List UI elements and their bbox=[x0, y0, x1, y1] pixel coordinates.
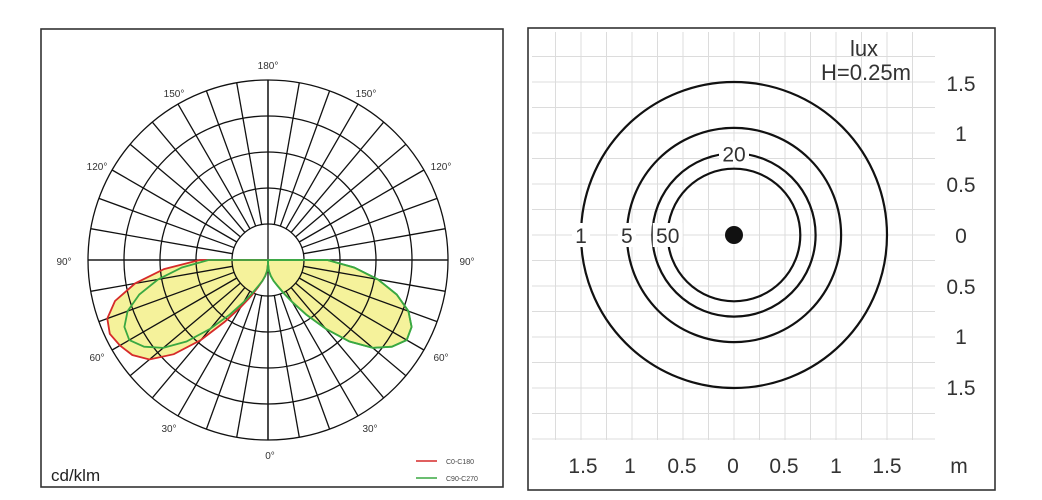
isolux-contours: 1 5 20 50 bbox=[572, 80, 889, 390]
y-tick-label: 1 bbox=[955, 326, 967, 349]
isolux-panel: 1 5 20 50 lux H=0.25m 1.5 1 0.5 0 0.5 1 1.5… bbox=[527, 27, 996, 491]
polar-grid-spoke bbox=[290, 121, 385, 233]
polar-grid-spoke bbox=[151, 287, 246, 399]
y-tick-label: 0 bbox=[955, 225, 967, 248]
polar-grid-spoke bbox=[285, 103, 359, 230]
polar-grid-spoke bbox=[177, 290, 251, 417]
angle-label-30-right: 30° bbox=[362, 424, 377, 435]
isolux-panel-frame bbox=[527, 27, 996, 491]
polar-grid-spoke bbox=[295, 143, 407, 238]
polar-grid-spoke bbox=[205, 90, 257, 227]
x-axis-unit: m bbox=[950, 455, 968, 478]
polar-grid-spoke bbox=[129, 282, 241, 377]
y-tick-label: 1.5 bbox=[946, 73, 975, 96]
polar-grid-spoke bbox=[98, 197, 235, 249]
x-tick-label: 1.5 bbox=[568, 455, 597, 478]
isolux-contour-label: 20 bbox=[722, 143, 745, 166]
series-line-c90-c270-mirror bbox=[267, 259, 413, 349]
isolux-title: lux bbox=[850, 36, 878, 61]
y-tick-label: 0.5 bbox=[946, 174, 975, 197]
polar-unit-label: cd/klm bbox=[51, 466, 100, 485]
polar-grid-spoke bbox=[295, 282, 407, 377]
polar-grid-spoke bbox=[301, 271, 438, 323]
x-tick-label: 0.5 bbox=[769, 455, 798, 478]
polar-grid-spoke bbox=[303, 228, 446, 255]
legend-label-c90-c270: C90-C270 bbox=[446, 476, 478, 483]
distribution-fill-c0 bbox=[107, 260, 268, 360]
angle-label-0: 0° bbox=[265, 451, 275, 462]
isolux-contour-label-bg bbox=[572, 223, 590, 247]
x-tick-label: 1.5 bbox=[872, 455, 901, 478]
polar-grid-spoke bbox=[301, 197, 438, 249]
polar-panel-frame bbox=[40, 28, 504, 488]
polar-grid-spoke bbox=[205, 293, 257, 430]
angle-label-120-right: 120° bbox=[431, 162, 452, 173]
polar-grid-spoke bbox=[290, 287, 385, 399]
isolux-contour-label: 5 bbox=[621, 225, 633, 248]
isolux-contour-label: 50 bbox=[656, 225, 679, 248]
series-line-c90-c270 bbox=[123, 259, 269, 349]
polar-grid-spoke bbox=[90, 228, 233, 255]
polar-grid-spoke bbox=[90, 265, 233, 292]
polar-grid-spoke bbox=[111, 277, 238, 351]
polar-grid-spoke bbox=[279, 293, 331, 430]
isolux-contour-label-bg bbox=[617, 223, 636, 247]
x-tick-label: 0 bbox=[727, 455, 739, 478]
polar-grid-spoke bbox=[236, 295, 263, 438]
polar-grid-spoke bbox=[98, 271, 235, 323]
polar-grid-spoke bbox=[298, 169, 425, 243]
x-tick-label: 0.5 bbox=[667, 455, 696, 478]
angle-label-60-right: 60° bbox=[433, 353, 448, 364]
polar-panel: 180° 150° 150° 120° 120° 90° 90° 60° 60°… bbox=[40, 28, 504, 488]
polar-grid-spoke bbox=[285, 290, 359, 417]
angle-label-90-left: 90° bbox=[56, 257, 71, 268]
angle-label-150-left: 150° bbox=[164, 89, 185, 100]
distribution-fill-c90 bbox=[268, 260, 412, 348]
polar-grid-spoke bbox=[111, 169, 238, 243]
polar-grid-spoke bbox=[129, 143, 241, 238]
angle-label-30-left: 30° bbox=[161, 424, 176, 435]
polar-grid-spoke bbox=[273, 82, 300, 225]
luminaire-center-point bbox=[725, 226, 743, 244]
isolux-contour-label-bg bbox=[652, 223, 683, 247]
isolux-contour-label-bg bbox=[719, 141, 749, 166]
polar-grid-spoke bbox=[236, 82, 263, 225]
polar-grid-spoke bbox=[177, 103, 251, 230]
y-tick-label: 1.5 bbox=[946, 377, 975, 400]
y-tick-label: 1 bbox=[955, 123, 967, 146]
polar-grid-spoke bbox=[279, 90, 331, 227]
angle-label-60-left: 60° bbox=[89, 353, 104, 364]
x-tick-label: 1 bbox=[624, 455, 636, 478]
y-tick-label: 0.5 bbox=[946, 276, 975, 299]
isolux-contour-label: 1 bbox=[575, 225, 587, 248]
x-tick-label: 1 bbox=[830, 455, 842, 478]
angle-label-150-right: 150° bbox=[356, 89, 377, 100]
polar-grid-spoke bbox=[298, 277, 425, 351]
angle-label-120-left: 120° bbox=[87, 162, 108, 173]
angle-label-90-right: 90° bbox=[459, 257, 474, 268]
polar-grid-spoke bbox=[273, 295, 300, 438]
isolux-subtitle: H=0.25m bbox=[821, 60, 911, 85]
polar-grid-spoke bbox=[303, 265, 446, 292]
polar-legend: C0-C180 C90-C270 bbox=[416, 459, 478, 483]
legend-label-c0-c180: C0-C180 bbox=[446, 459, 474, 466]
angle-label-180: 180° bbox=[258, 61, 279, 72]
polar-grid-spoke bbox=[151, 121, 246, 233]
isolux-grid bbox=[532, 32, 935, 440]
